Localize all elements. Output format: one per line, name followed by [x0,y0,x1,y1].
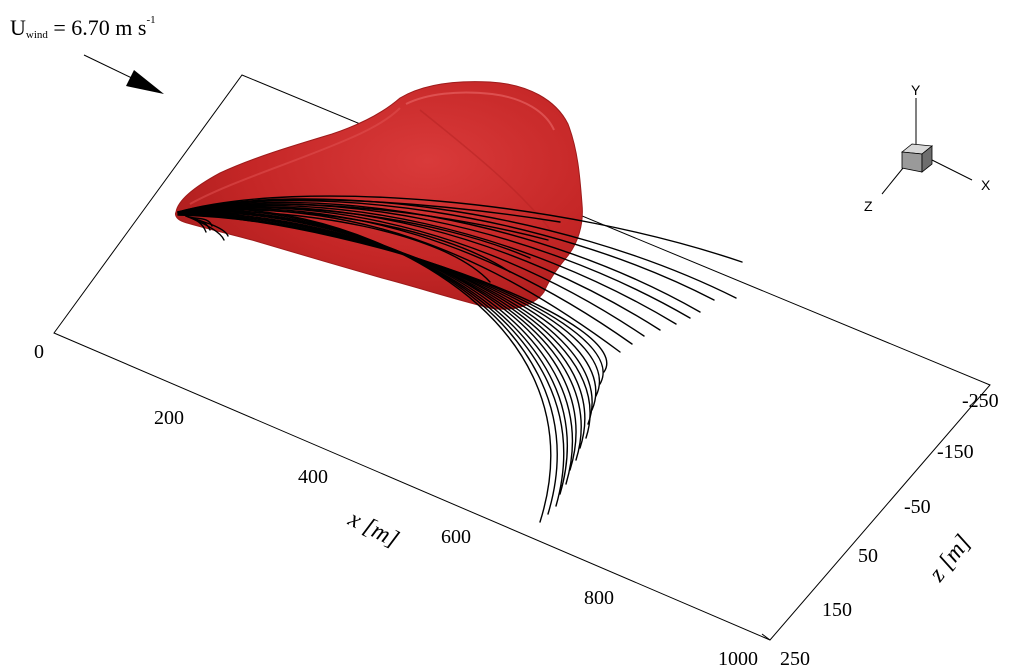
streamlines [177,195,743,523]
streamline [177,208,511,273]
streamline [179,211,577,471]
z-tick-label-150: 150 [822,599,852,621]
streamline [177,195,743,263]
x-tick-label-400: 400 [298,466,328,488]
plume-isosurface [175,81,583,310]
x-tick-1000 [761,633,771,641]
x-tick-label-1000: 1000 [718,648,758,670]
z-axis-label: z [m] [924,530,977,587]
streamline [185,215,213,227]
ground-plane-frame [53,74,991,641]
wind-value: = 6.70 m s [47,15,147,40]
x-tick-label-600: 600 [441,526,471,548]
wind-exponent: -1 [146,14,156,26]
wind-symbol: U [10,15,26,40]
streamline [177,203,549,241]
z-tick-label-250: 250 [780,648,810,670]
streamline [177,206,531,259]
triad-y-label: Y [911,82,921,98]
triad-x-label: X [981,177,991,193]
triad-z-label: Z [864,198,873,214]
streamline [177,204,677,325]
z-tick-label-neg150: -150 [937,441,974,463]
streamline [178,212,608,373]
streamline [177,200,715,301]
streamline [177,210,491,283]
streamline [179,211,591,439]
triad-cube-icon [900,143,934,173]
streamline [177,207,633,345]
streamline [177,198,561,223]
orientation-triad: Y X Z [864,82,991,214]
x-tick-label-200: 200 [154,407,184,429]
z-tick-label-neg250: -250 [962,390,999,412]
x-tick-label-800: 800 [584,587,614,609]
streamline [178,210,574,485]
z-tick-label-neg50: -50 [904,496,931,518]
wind-arrow-icon [83,54,164,94]
streamline [177,212,593,425]
x-axis-label: x [m] [343,505,403,553]
z-tick-label-50: 50 [858,545,878,567]
x-axis: 0 200 400 600 800 1000 x [m] [34,341,771,670]
z-axis: -250 -150 -50 50 150 250 z [m] [780,390,999,670]
x-tick-label-0: 0 [34,341,44,363]
wind-subscript: wind [25,29,48,41]
wind-speed-label: Uwind = 6.70 m s-1 [10,14,156,41]
